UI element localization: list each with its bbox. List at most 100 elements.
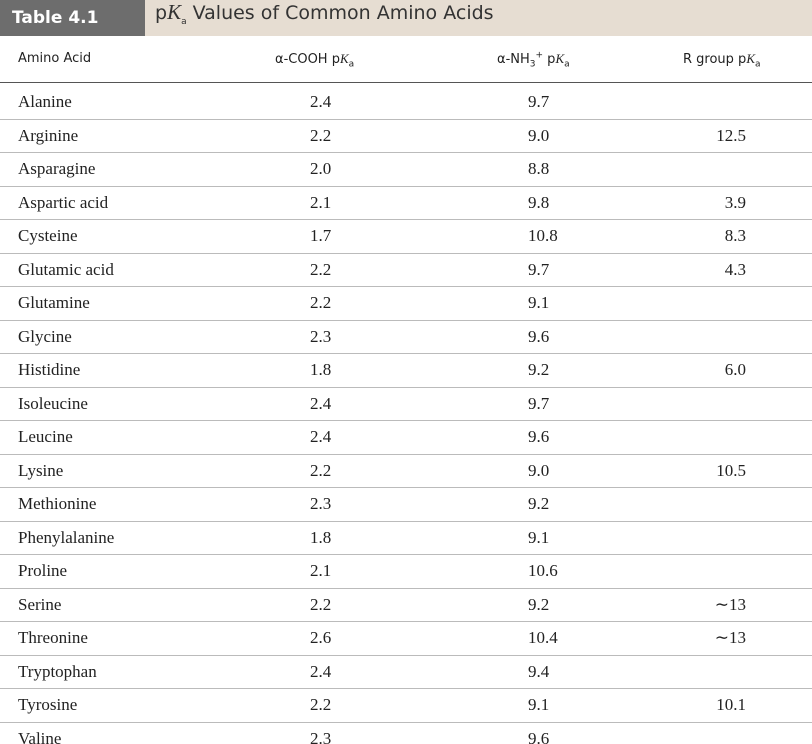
value-cell: 8.3	[724, 226, 746, 245]
table-row: Phenylalanine 1.8 9.1	[0, 522, 812, 555]
table-row: Leucine 2.4 9.6	[0, 421, 812, 455]
title-part: Values of Common Amino Acids	[186, 2, 494, 24]
value-cell: 1.7	[310, 226, 332, 245]
value-cell: 9.1	[528, 695, 550, 714]
value-cell: 2.0	[310, 159, 332, 178]
amino-acid-cell: Histidine	[18, 360, 81, 379]
header-part: K	[555, 51, 565, 66]
value-cell: 8.8	[528, 159, 550, 178]
value-cell: 9.6	[528, 427, 550, 446]
header-part: a	[348, 59, 355, 70]
amino-acid-cell: Phenylalanine	[18, 527, 115, 547]
amino-acid-cell: Alanine	[18, 92, 72, 111]
value-cell: 2.4	[310, 92, 332, 111]
amino-acid-cell: Leucine	[18, 427, 73, 446]
amino-acid-cell: Glycine	[18, 326, 72, 346]
title-part: K	[167, 0, 182, 24]
amino-acid-cell: Threonine	[18, 628, 88, 647]
value-cell: 2.4	[310, 661, 332, 681]
value-cell: 10.1	[716, 695, 746, 714]
value-cell: 10.6	[528, 561, 558, 580]
table-row: Glutamine 2.2 9.1	[0, 287, 812, 321]
header-part: R group p	[683, 52, 747, 67]
table-row: Threonine 2.6 10.4 ∼13	[0, 622, 812, 656]
amino-acid-cell: Valine	[18, 728, 62, 744]
table-row: Asparagine 2.0 8.8	[0, 153, 812, 187]
amino-acid-cell: Aspartic acid	[18, 192, 109, 212]
amino-acid-cell: Methionine	[18, 494, 97, 513]
value-cell: 9.4	[528, 661, 550, 681]
value-cell: 2.2	[310, 293, 332, 312]
value-cell: ∼13	[714, 594, 746, 614]
column-header: α-COOH pKa	[275, 36, 354, 83]
table-row: Valine 2.3 9.6	[0, 723, 812, 744]
value-cell: 10.5	[716, 460, 746, 480]
table-row: Cysteine 1.7 10.8 8.3	[0, 220, 812, 254]
value-cell: 2.4	[310, 393, 332, 413]
title-part: a	[181, 16, 187, 27]
header-part: 3	[529, 59, 536, 70]
value-cell: 9.0	[528, 460, 550, 480]
amino-acid-cell: Glutamic acid	[18, 259, 114, 279]
value-cell: 9.2	[528, 360, 550, 379]
amino-acid-cell: Tryptophan	[18, 661, 97, 681]
value-cell: 2.3	[310, 326, 332, 346]
column-header-row: Amino Acid α-COOH pKa α-NH3+ pKa R group…	[0, 36, 812, 83]
header-part: K	[746, 51, 755, 66]
amino-acid-cell: Tyrosine	[18, 695, 78, 714]
amino-acid-cell: Glutamine	[18, 293, 90, 312]
value-cell: 2.2	[310, 594, 332, 614]
value-cell: 6.0	[724, 360, 746, 379]
value-cell: 9.7	[528, 393, 550, 413]
header-part: α-NH	[497, 52, 530, 67]
value-cell: 4.3	[724, 259, 746, 279]
column-header: R group pKa	[683, 36, 761, 83]
value-cell: ∼13	[714, 628, 746, 647]
value-cell: 9.2	[528, 594, 550, 614]
value-cell: 12.5	[716, 125, 746, 145]
header-part: a	[754, 59, 761, 70]
table-row: Histidine 1.8 9.2 6.0	[0, 354, 812, 388]
table-row: Glycine 2.3 9.6	[0, 321, 812, 354]
value-cell: 2.3	[310, 494, 332, 513]
header-part: K	[339, 51, 349, 66]
header-part: +	[535, 50, 544, 61]
header-part: α-COOH p	[275, 52, 340, 67]
value-cell: 9.7	[528, 259, 550, 279]
table-row: Arginine 2.2 9.0 12.5	[0, 120, 812, 153]
value-cell: 2.2	[310, 125, 332, 145]
amino-acid-cell: Serine	[18, 594, 62, 614]
value-cell: 2.2	[310, 259, 332, 279]
value-cell: 2.6	[310, 628, 332, 647]
table-row: Alanine 2.4 9.7	[0, 86, 812, 120]
value-cell: 9.2	[528, 494, 550, 513]
value-cell: 2.2	[310, 695, 332, 714]
table-row: Lysine 2.2 9.0 10.5	[0, 455, 812, 488]
table-row: Aspartic acid 2.1 9.8 3.9	[0, 187, 812, 220]
amino-acid-cell: Asparagine	[18, 159, 96, 178]
value-cell: 9.8	[528, 192, 550, 212]
amino-acid-cell: Arginine	[18, 125, 79, 145]
value-cell: 9.6	[528, 326, 550, 346]
column-header: Amino Acid	[18, 36, 91, 82]
value-cell: 9.6	[528, 728, 550, 744]
value-cell: 3.9	[724, 192, 746, 212]
value-cell: 9.1	[528, 293, 550, 312]
value-cell: 9.7	[528, 92, 550, 111]
column-header: α-NH3+ pKa	[497, 36, 570, 83]
table-row: Glutamic acid 2.2 9.7 4.3	[0, 254, 812, 287]
amino-acid-cell: Proline	[18, 561, 68, 580]
table-row: Tryptophan 2.4 9.4	[0, 656, 812, 689]
table-label: Table 4.1	[0, 0, 145, 36]
amino-acid-cell: Cysteine	[18, 226, 78, 245]
value-cell: 2.3	[310, 728, 332, 744]
header-part: p	[543, 52, 556, 67]
table-row: Methionine 2.3 9.2	[0, 488, 812, 522]
value-cell: 9.1	[528, 527, 550, 547]
value-cell: 2.2	[310, 460, 332, 480]
value-cell: 1.8	[310, 527, 332, 547]
amino-acid-cell: Isoleucine	[18, 393, 88, 413]
amino-acid-cell: Lysine	[18, 460, 64, 480]
header-part: a	[564, 59, 570, 70]
value-cell: 1.8	[310, 360, 332, 379]
